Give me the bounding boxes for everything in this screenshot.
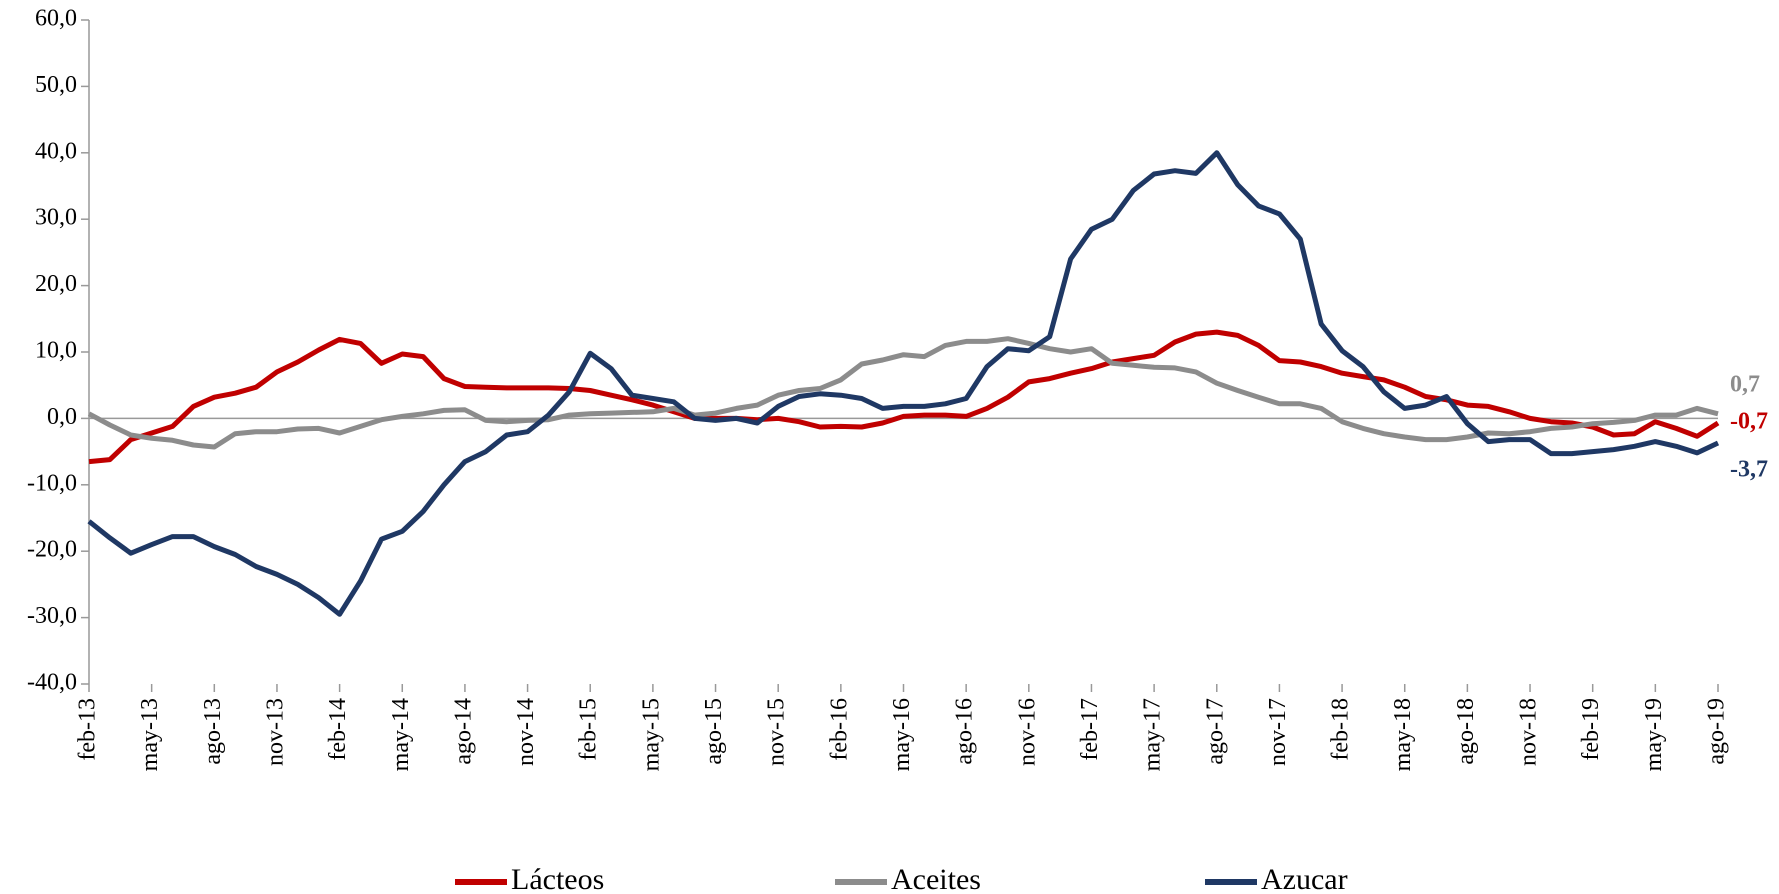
x-tick-label: may-14	[388, 698, 414, 771]
x-tick-label: nov-17	[1265, 698, 1291, 766]
y-tick-label: 40,0	[35, 138, 77, 164]
x-tick-label: feb-14	[325, 698, 351, 761]
y-tick-label: 20,0	[35, 271, 77, 297]
data-label: 0,7	[1730, 371, 1760, 397]
x-tick-label: feb-13	[75, 698, 101, 761]
y-tick-label: 30,0	[35, 205, 77, 231]
x-tick-label: may-19	[1641, 698, 1667, 771]
x-tick-label: may-15	[638, 698, 664, 771]
x-tick-label: may-13	[137, 698, 163, 771]
x-tick-label: may-18	[1390, 698, 1416, 771]
x-tick-label: feb-15	[576, 698, 602, 761]
x-tick-label: ago-14	[450, 698, 476, 765]
x-tick-label: nov-16	[1014, 698, 1040, 766]
x-tick-label: nov-15	[764, 698, 790, 766]
y-tick-label: 0,0	[47, 404, 77, 430]
line-series	[87, 150, 1720, 617]
x-tick-label: feb-16	[826, 698, 852, 761]
y-tick-label: -40,0	[27, 670, 77, 696]
x-tick-label: nov-18	[1516, 698, 1542, 766]
y-tick-label: -10,0	[27, 470, 77, 496]
x-tick-label: may-17	[1140, 698, 1166, 771]
x-tick-label: nov-14	[513, 698, 539, 766]
data-label: -0,7	[1730, 409, 1768, 435]
x-tick-label: feb-19	[1578, 698, 1604, 761]
y-tick-label: -30,0	[27, 603, 77, 629]
y-tick-label: 10,0	[35, 338, 77, 364]
line-series	[88, 329, 1720, 465]
y-tick-label: 50,0	[35, 72, 77, 98]
x-tick-label: feb-18	[1328, 698, 1354, 761]
line-series	[87, 336, 1719, 450]
x-tick-label: nov-13	[262, 698, 288, 766]
data-label: -3,7	[1730, 456, 1768, 482]
x-tick-label: ago-18	[1453, 698, 1479, 765]
x-tick-label: ago-13	[200, 698, 226, 765]
x-tick-label: ago-16	[952, 698, 978, 765]
x-tick-label: ago-15	[701, 698, 727, 765]
x-tick-label: feb-17	[1077, 698, 1103, 761]
y-tick-label: -20,0	[27, 537, 77, 563]
x-tick-label: ago-19	[1704, 698, 1730, 765]
legend-label: Azucar	[1261, 863, 1348, 894]
x-tick-label: may-16	[889, 698, 915, 771]
y-tick-label: 60,0	[35, 6, 77, 32]
legend-label: Aceites	[891, 863, 981, 894]
x-tick-label: ago-17	[1202, 698, 1228, 765]
legend-label: Lácteos	[511, 863, 604, 894]
